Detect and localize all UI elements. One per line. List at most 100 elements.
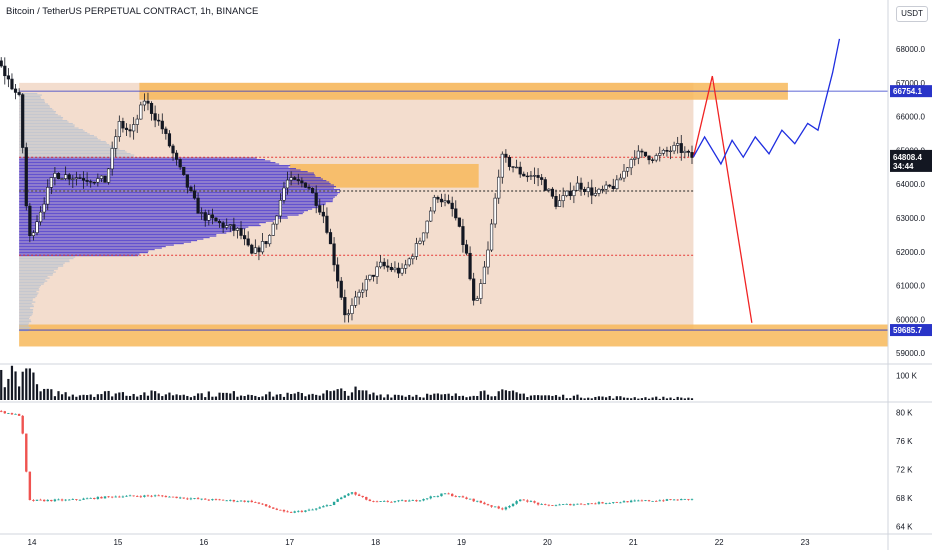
volume-bar [644,397,647,400]
candle-body [289,177,293,181]
volume-bar [89,394,92,400]
indicator-candle [218,499,221,501]
indicator-candle [386,501,389,502]
volume-profile-row [19,101,46,104]
volume-profile-row [19,290,37,293]
volume-profile-row [19,145,114,147]
indicator-candle [214,499,218,500]
volume-profile-row [19,215,288,218]
volume-bar [397,394,400,400]
candle-body [615,179,619,190]
volume-profile-row [19,172,314,174]
indicator-candle [71,499,75,500]
volume-pane [0,365,694,400]
volume-bar [547,395,550,400]
indicator-candle [182,497,185,499]
indicator-candle [576,503,579,505]
volume-bar [511,390,515,400]
indicator-candle [669,499,672,501]
volume-profile-row [19,136,97,138]
volume-bar [57,391,60,400]
volume-bar [411,396,414,400]
candle-body [522,173,526,177]
volume-profile-row [19,109,54,111]
volume-profile-row [19,323,29,326]
indicator-candle [196,498,200,500]
candle-body [389,266,393,271]
candle-body [81,178,86,181]
volume-bar [354,386,357,400]
volume-bar [440,394,443,400]
volume-profile-row [19,95,41,98]
indicator-candle [361,495,364,497]
indicator-candle [3,411,6,414]
candle-body [450,202,454,210]
volume-bar [121,392,125,400]
volume-profile-row [19,325,29,327]
indicator-candle [347,493,350,496]
volume-profile-row [19,221,266,224]
volume-bar [418,397,422,400]
price-tick-label: 60000.0 [896,315,925,324]
indicator-candle [207,499,211,501]
indicator-candle [186,498,189,500]
indicator-candle [447,493,450,495]
volume-profile-row [19,199,333,201]
volume-profile-row [19,113,58,116]
candle-body [56,173,61,180]
volume-bar [128,395,132,400]
indicator-candle [272,507,275,509]
volume-bar [490,396,493,400]
volume-bar [472,395,475,400]
indicator-candle [626,501,629,503]
currency-selector[interactable]: USDT [896,6,928,22]
candle-body [464,244,469,254]
volume-profile-row [19,317,30,320]
indicator-candle [21,415,24,434]
volume-profile-row [19,202,326,204]
indicator-candle [28,471,32,500]
indicator-candle [118,496,121,498]
indicator-candle [286,511,289,513]
indicator-candle [490,505,493,507]
volume-profile-row [19,167,297,170]
indicator-candle [504,507,508,510]
volume-profile-row [19,97,42,99]
indicator-candle [282,510,286,512]
candle-body [24,147,28,207]
indicator-candle [579,503,583,505]
indicator-candle [350,492,354,494]
candle-body [257,247,261,253]
volume-profile-row [19,278,46,281]
volume-profile-row [19,310,33,312]
candle-body [228,224,232,226]
candle-body [457,217,461,227]
indicator-candle [404,500,407,502]
candle-body [500,153,504,178]
volume-bar [125,395,128,400]
volume-bar [519,393,522,400]
volume-profile-row [19,329,29,332]
candle-body [622,170,626,179]
indicator-candle [533,501,536,503]
candle-body [579,182,583,190]
indicator-candle [175,496,178,499]
volume-profile-row [19,289,40,291]
volume-bar [25,368,28,400]
volume-bar [365,390,368,400]
volume-profile-row [19,133,90,135]
candle-body [0,60,3,67]
volume-bar [282,396,286,400]
indicator-candle [82,498,85,500]
indicator-candle [243,500,246,502]
indicator-candle [336,499,339,502]
volume-profile-row [19,137,98,140]
volume-profile-row [19,112,56,114]
volume-profile-row [19,121,69,123]
candle-body [160,120,164,130]
candle-body [253,247,257,254]
indicator-candle [89,497,92,499]
volume-bar [186,395,189,400]
volume-bar [465,397,468,400]
